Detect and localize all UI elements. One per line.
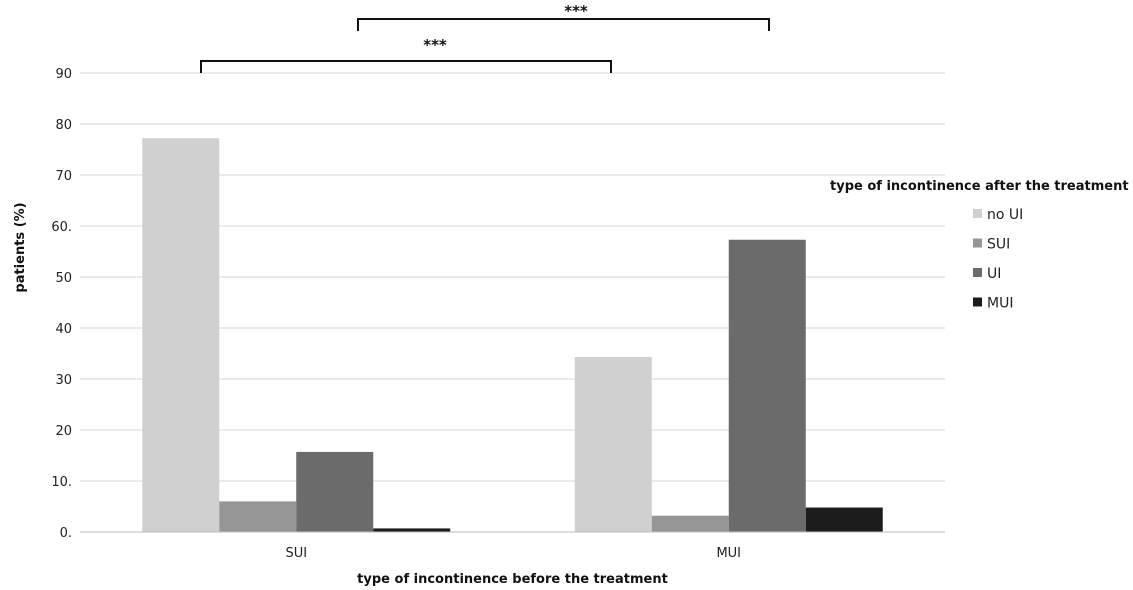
y-tick-label: 0. <box>60 526 72 541</box>
bar <box>574 357 652 532</box>
y-tick-label: 60. <box>51 220 72 235</box>
significance-brackets: *** *** <box>200 2 770 73</box>
x-tick-label: MUI <box>716 546 741 561</box>
bar <box>651 515 729 532</box>
significance-label: *** <box>423 36 447 54</box>
y-tick-label: 70 <box>55 169 72 184</box>
legend-label: UI <box>987 266 1001 282</box>
legend-label: no UI <box>987 207 1023 223</box>
y-axis-title: patients (%) <box>13 202 28 292</box>
y-tick-label: 30 <box>55 373 72 388</box>
y-tick-label: 50 <box>55 271 72 286</box>
legend-swatch <box>973 297 982 307</box>
legend-swatch <box>973 238 982 248</box>
gridlines <box>80 72 945 482</box>
bar <box>728 239 806 532</box>
bar <box>373 528 451 532</box>
x-axis-title: type of incontinence before the treatmen… <box>357 572 668 587</box>
y-tick-label: 40 <box>55 322 72 337</box>
legend-title: type of incontinence after the treatment <box>830 179 1129 194</box>
legend: no UI SUI UI MUI <box>973 207 1023 312</box>
x-axis-category-labels: SUI MUI <box>285 546 741 561</box>
legend-swatch <box>973 209 982 218</box>
legend-swatch <box>973 268 982 277</box>
y-axis-tick-labels: 0. 10. 20 30 40 50 60. 70 80 90 <box>51 67 72 541</box>
significance-bracket <box>357 18 770 31</box>
legend-label: SUI <box>987 237 1010 253</box>
x-tick-label: SUI <box>285 546 307 561</box>
bar <box>219 501 297 532</box>
y-tick-label: 80 <box>55 118 72 133</box>
significance-bracket <box>200 60 612 73</box>
significance-label: *** <box>564 2 588 20</box>
legend-label: MUI <box>987 296 1013 312</box>
bar <box>296 451 374 532</box>
y-tick-label: 10. <box>51 475 72 490</box>
y-tick-label: 90 <box>55 67 72 82</box>
bar <box>805 507 883 532</box>
bar <box>142 138 220 532</box>
bars <box>142 138 883 532</box>
y-tick-label: 20 <box>55 424 72 439</box>
